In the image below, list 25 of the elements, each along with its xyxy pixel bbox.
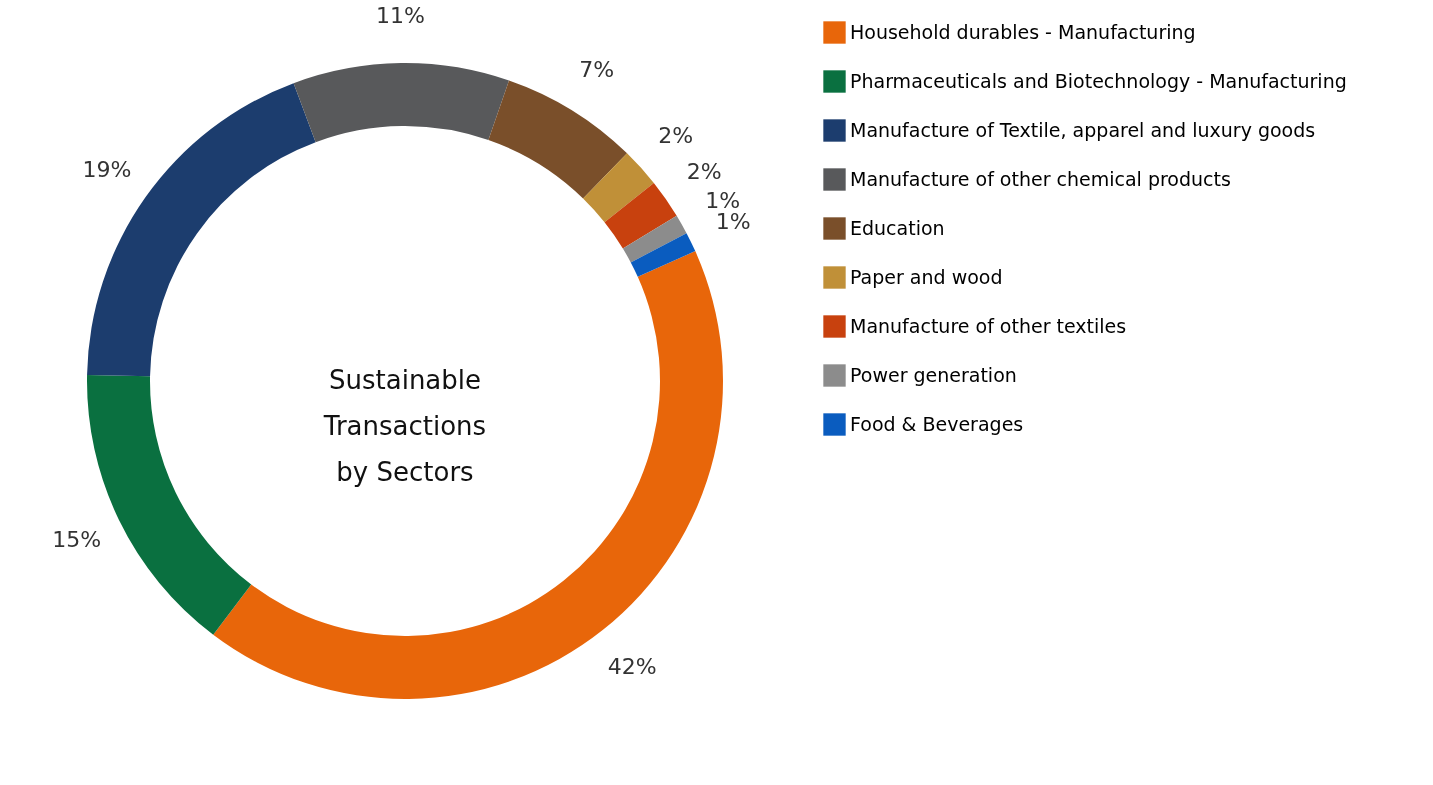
donut-slice (488, 80, 628, 199)
legend-label: Food & Beverages (850, 412, 1024, 435)
legend-label: Paper and wood (850, 265, 1003, 288)
legend-label: Manufacture of Textile, apparel and luxury goods (850, 118, 1316, 141)
data-label: 42% (607, 653, 657, 679)
donut-slice (293, 63, 509, 143)
legend-label: Manufacture of other chemical products (850, 167, 1231, 190)
legend-label: Education (850, 216, 945, 239)
donut-slice (213, 251, 723, 699)
legend-label: Household durables - Manufacturing (850, 20, 1196, 43)
legend-label: Pharmaceuticals and Biotechnology - Manufacturing (850, 69, 1347, 92)
donut-slice (583, 153, 654, 223)
data-label: 15% (52, 527, 102, 553)
legend-label: Manufacture of other textiles (850, 314, 1127, 337)
legend-label: Power generation (850, 363, 1017, 386)
data-label: 19% (82, 157, 132, 183)
data-label: 7% (579, 57, 615, 83)
donut-slice (630, 233, 696, 277)
data-label: 11% (376, 3, 425, 29)
data-label: 2% (686, 159, 722, 185)
text: Sustainable Transactions by Sectors (322, 365, 487, 487)
donut-slice (87, 83, 316, 377)
donut-slice (622, 215, 687, 263)
donut-slice (604, 183, 677, 249)
data-label: 2% (658, 123, 694, 149)
